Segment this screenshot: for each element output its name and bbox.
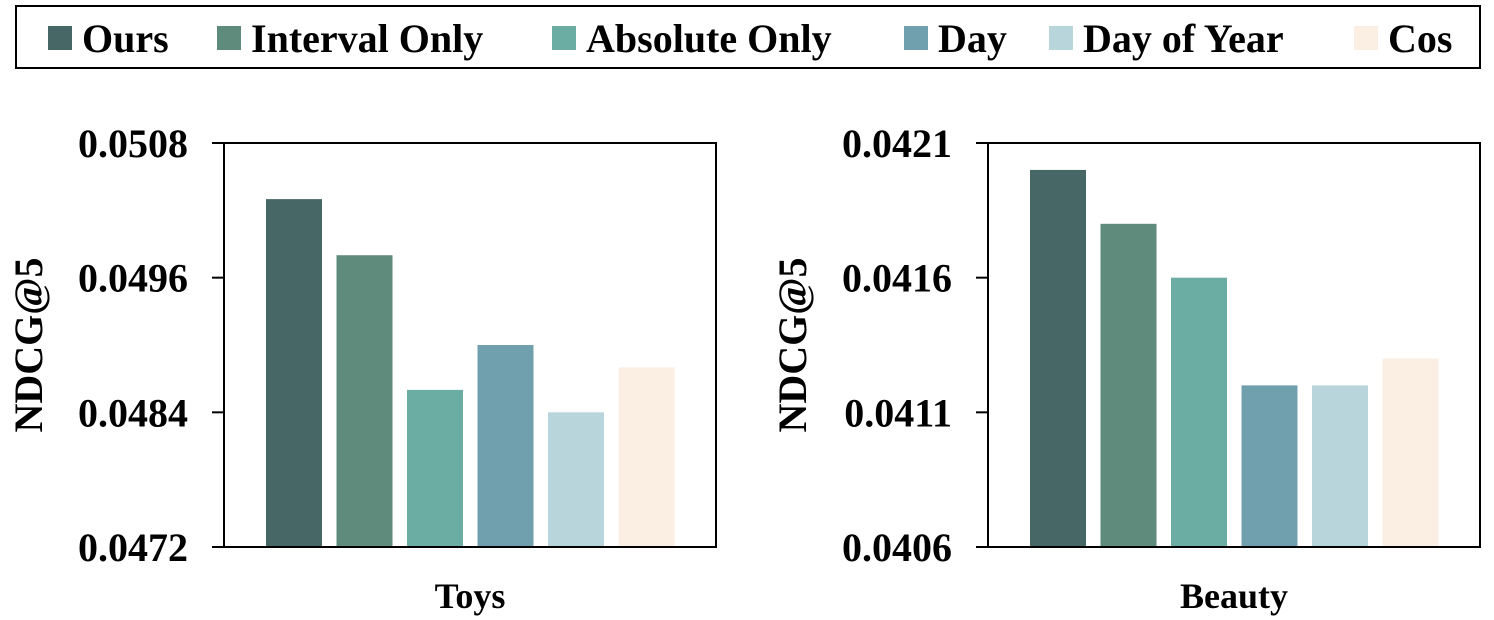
bar-1-3 bbox=[1241, 385, 1298, 547]
y-axis-label-1: NDCG@5 bbox=[770, 258, 815, 433]
legend-label-1: Interval Only bbox=[251, 16, 483, 61]
bar-0-0 bbox=[266, 199, 322, 547]
legend-label-3: Day bbox=[938, 16, 1007, 61]
legend-box bbox=[15, 5, 1481, 69]
legend-swatch-0 bbox=[48, 26, 72, 50]
bar-1-4 bbox=[1312, 385, 1368, 547]
y-axis-label-0: NDCG@5 bbox=[6, 258, 51, 433]
plot-frame-0 bbox=[223, 142, 717, 548]
x-axis-label-1: Beauty bbox=[1180, 576, 1288, 616]
chart-panel-beauty: 0.0406 0.0411 0.0416 0.0421 NDCG@5 Beauty bbox=[770, 121, 1481, 616]
legend-label-4: Day of Year bbox=[1083, 16, 1284, 61]
y-tick-label-1-1: 0.0411 bbox=[844, 390, 952, 435]
legend-swatch-4 bbox=[1049, 26, 1073, 50]
y-tick-label-1-0: 0.0406 bbox=[842, 525, 952, 570]
y-tick-label-1-3: 0.0421 bbox=[842, 121, 952, 166]
legend-swatch-5 bbox=[1354, 26, 1378, 50]
bar-0-2 bbox=[407, 389, 463, 547]
y-tick-label-0-2: 0.0496 bbox=[78, 256, 188, 301]
bar-1-5 bbox=[1382, 358, 1439, 547]
legend-swatch-2 bbox=[552, 26, 576, 50]
plot-frame-1 bbox=[987, 142, 1481, 548]
y-tick-label-0-3: 0.0508 bbox=[78, 121, 188, 166]
chart-panel-toys: 0.0472 0.0484 0.0496 0.0508 NDCG@5 Toys bbox=[6, 121, 717, 616]
y-tick-label-0-0: 0.0472 bbox=[78, 525, 188, 570]
y-tick-label-0-1: 0.0484 bbox=[78, 390, 188, 435]
x-axis-label-0: Toys bbox=[435, 576, 506, 616]
y-tick-label-1-2: 0.0416 bbox=[842, 256, 952, 301]
legend: Ours Interval Only Absolute Only Day Day of … bbox=[15, 5, 1481, 69]
bar-1-0 bbox=[1030, 169, 1086, 547]
bar-0-1 bbox=[336, 255, 393, 547]
legend-label-0: Ours bbox=[82, 16, 169, 61]
bar-0-4 bbox=[548, 412, 604, 547]
bar-0-3 bbox=[477, 345, 534, 547]
legend-label-2: Absolute Only bbox=[586, 16, 832, 61]
legend-swatch-3 bbox=[904, 26, 928, 50]
bar-1-2 bbox=[1171, 277, 1227, 547]
legend-swatch-1 bbox=[217, 26, 241, 50]
bar-0-5 bbox=[618, 367, 675, 547]
legend-label-5: Cos bbox=[1388, 16, 1452, 61]
bar-1-1 bbox=[1100, 223, 1157, 548]
